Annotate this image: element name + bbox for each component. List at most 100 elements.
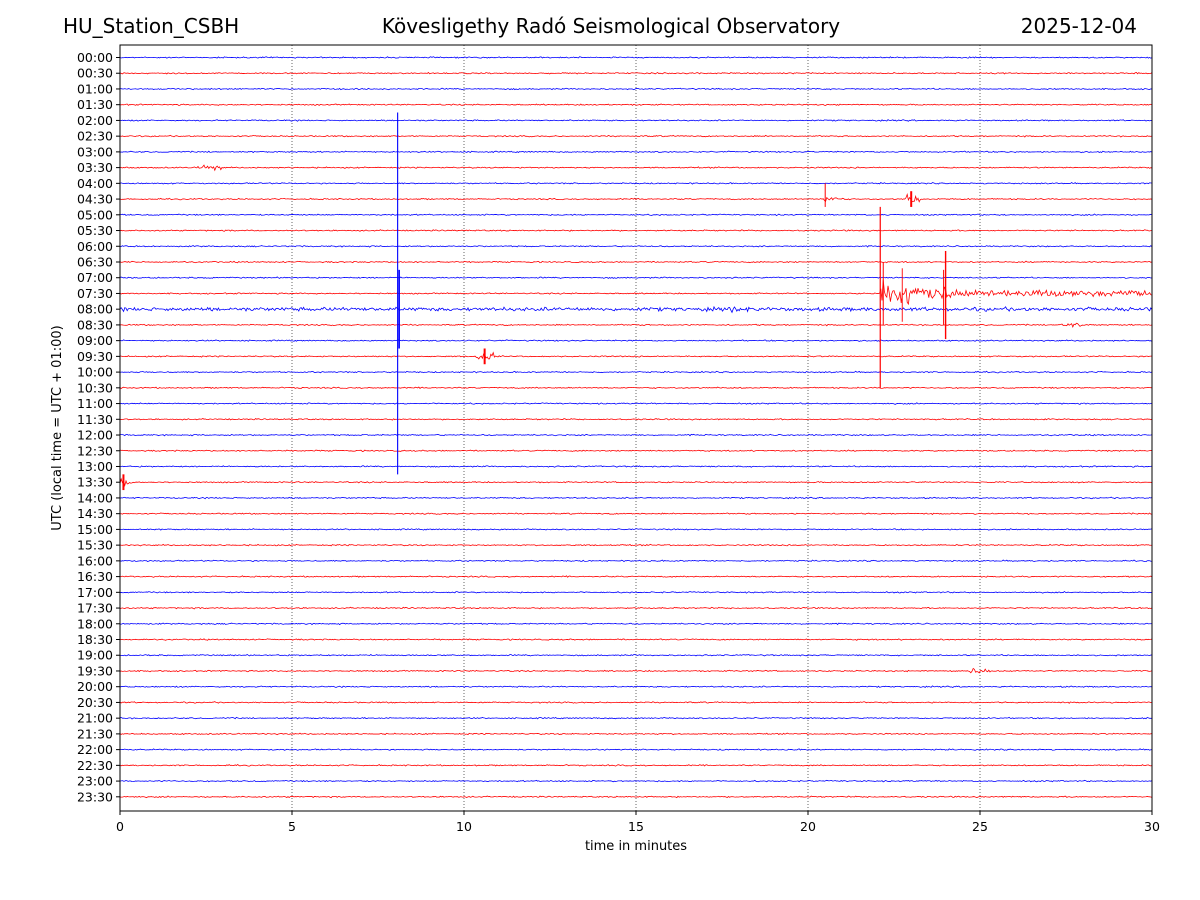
trace-2130	[119, 732, 1153, 736]
trace-0000	[119, 56, 1153, 59]
trace-0800	[119, 305, 1153, 314]
y-tick-label: 08:30	[77, 317, 113, 332]
y-tick-label: 07:30	[77, 286, 113, 301]
y-tick-label: 18:30	[77, 632, 113, 647]
y-tick-label: 13:30	[77, 475, 113, 490]
trace-0100	[119, 87, 1153, 91]
y-tick-label: 10:30	[77, 380, 113, 395]
trace-1530	[119, 543, 1153, 547]
trace-0430	[119, 192, 1153, 203]
x-tick-label: 15	[628, 819, 644, 834]
y-tick-label: 05:30	[77, 223, 113, 238]
trace-0900	[119, 339, 1153, 342]
trace-2000	[119, 685, 1153, 689]
trace-2230	[119, 763, 1153, 767]
trace-0400	[119, 181, 1153, 185]
y-tick-label: 09:30	[77, 349, 113, 364]
trace-1800	[119, 622, 1153, 626]
x-tick-label: 20	[800, 819, 816, 834]
trace-1630	[119, 575, 1153, 578]
y-tick-label: 02:00	[77, 113, 113, 128]
trace-group	[119, 56, 1153, 799]
trace-0830	[119, 322, 1153, 329]
y-tick-label: 20:00	[77, 679, 113, 694]
y-tick-label: 03:30	[77, 160, 113, 175]
y-tick-label: 14:30	[77, 506, 113, 521]
y-axis: 00:0000:3001:0001:3002:0002:3003:0003:30…	[77, 50, 120, 804]
trace-1030	[119, 386, 1153, 389]
y-tick-label: 22:00	[77, 742, 113, 757]
trace-0330	[119, 164, 1153, 172]
grid-lines	[291, 45, 981, 811]
chart-title: Kövesligethy Radó Seismological Observat…	[381, 14, 841, 38]
x-axis-label: time in minutes	[585, 839, 687, 854]
x-tick-label: 5	[288, 819, 296, 834]
trace-2300	[119, 779, 1153, 783]
trace-0030	[119, 71, 1153, 75]
y-tick-label: 11:30	[77, 412, 113, 427]
y-tick-label: 12:00	[77, 428, 113, 443]
y-tick-label: 16:00	[77, 553, 113, 568]
y-tick-label: 12:30	[77, 443, 113, 458]
y-tick-label: 05:00	[77, 207, 113, 222]
trace-0630	[119, 260, 1153, 264]
y-tick-label: 01:30	[77, 97, 113, 112]
date-label: 2025-12-04	[1020, 14, 1137, 38]
y-tick-label: 15:30	[77, 538, 113, 553]
y-tick-label: 08:00	[77, 302, 113, 317]
y-tick-label: 14:00	[77, 490, 113, 505]
y-tick-label: 13:00	[77, 459, 113, 474]
y-tick-label: 22:30	[77, 758, 113, 773]
trace-2100	[119, 716, 1153, 720]
y-tick-label: 18:00	[77, 616, 113, 631]
trace-1200	[119, 433, 1153, 437]
y-tick-label: 03:00	[77, 144, 113, 159]
y-tick-label: 01:00	[77, 81, 113, 96]
y-tick-label: 00:00	[77, 50, 113, 65]
x-tick-label: 0	[116, 819, 124, 834]
y-tick-label: 11:00	[77, 396, 113, 411]
y-tick-label: 20:30	[77, 695, 113, 710]
y-tick-label: 23:00	[77, 774, 113, 789]
y-tick-label: 17:30	[77, 601, 113, 616]
y-tick-label: 21:30	[77, 726, 113, 741]
y-tick-label: 17:00	[77, 585, 113, 600]
y-tick-label: 06:00	[77, 239, 113, 254]
trace-0200	[119, 119, 1153, 122]
trace-2030	[119, 701, 1153, 704]
y-tick-label: 02:30	[77, 129, 113, 144]
trace-2330	[119, 795, 1153, 799]
x-tick-label: 25	[972, 819, 988, 834]
trace-1330	[119, 477, 1153, 487]
trace-1500	[119, 528, 1153, 531]
trace-1900	[119, 653, 1153, 657]
y-tick-label: 09:00	[77, 333, 113, 348]
y-tick-label: 16:30	[77, 569, 113, 584]
y-tick-label: 04:00	[77, 176, 113, 191]
y-tick-label: 23:30	[77, 789, 113, 804]
trace-1130	[119, 417, 1153, 421]
trace-0230	[119, 134, 1153, 138]
y-axis-label: UTC (local time = UTC + 01:00)	[50, 325, 65, 530]
y-tick-label: 04:30	[77, 192, 113, 207]
trace-1230	[119, 449, 1153, 453]
y-tick-label: 00:30	[77, 66, 113, 81]
trace-1930	[119, 667, 1153, 674]
trace-1700	[119, 590, 1153, 594]
trace-0730	[119, 279, 1153, 306]
trace-1400	[119, 496, 1153, 500]
x-tick-label: 30	[1144, 819, 1160, 834]
y-tick-label: 15:00	[77, 522, 113, 537]
trace-0700	[119, 276, 1153, 280]
trace-0300	[119, 150, 1153, 154]
trace-1100	[119, 402, 1153, 405]
y-tick-label: 10:00	[77, 365, 113, 380]
y-tick-label: 21:00	[77, 711, 113, 726]
y-tick-label: 19:30	[77, 663, 113, 678]
trace-1300	[119, 465, 1153, 468]
trace-1000	[119, 370, 1153, 374]
trace-0500	[119, 213, 1153, 217]
trace-0930	[119, 351, 1153, 360]
trace-1600	[119, 559, 1153, 563]
